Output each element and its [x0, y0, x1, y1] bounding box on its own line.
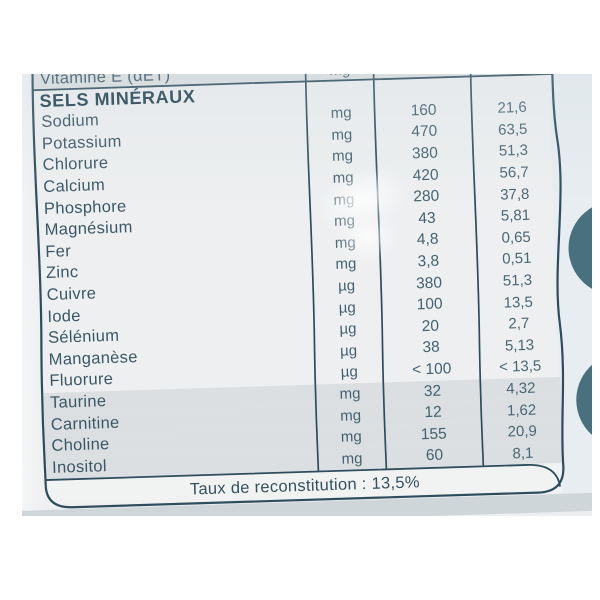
- cell-v1: 4,8: [416, 230, 439, 249]
- cell-unit: mg: [306, 74, 375, 79]
- cell-v2: 13,5: [503, 293, 534, 312]
- cell-unit: mg: [330, 104, 352, 123]
- cell-v2: 2,7: [508, 315, 530, 333]
- cell-v1: 280: [413, 187, 440, 206]
- cell-v1: < 100: [411, 360, 452, 379]
- cell-v2: 37,8: [499, 185, 530, 204]
- cell-v1: 380: [415, 274, 443, 292]
- cell-unit: mg: [331, 126, 353, 144]
- cell-unit: µg: [339, 320, 357, 339]
- cell-unit: µg: [340, 363, 359, 382]
- mineral-table-body: Sodium mg 160 21,6 Potassium mg 470 63,5 Chlorur…: [34, 96, 564, 480]
- cell-unit: µg: [338, 298, 357, 317]
- label-surface: Vitamine E (αET) mg SELS MINÉRAUX Sodium…: [22, 74, 592, 516]
- cell-v2: 21,6: [497, 99, 527, 117]
- cell-unit: mg: [339, 406, 362, 425]
- cell-v1: 43: [418, 209, 436, 228]
- nutrition-label-photo: Vitamine E (αET) mg SELS MINÉRAUX Sodium…: [22, 74, 592, 516]
- cell-v2: 5,81: [500, 207, 531, 225]
- cell-unit: mg: [333, 212, 356, 231]
- cell-v1: 470: [411, 123, 438, 141]
- cell-v2: 51,3: [502, 271, 533, 290]
- cell-v2: 63,5: [497, 120, 528, 139]
- cell-v1: 20: [421, 317, 440, 335]
- cell-unit: mg: [335, 255, 357, 274]
- cell-v2: 20,9: [507, 422, 538, 441]
- cell-v2: 5,13: [504, 336, 535, 355]
- cell-v2: 0,65: [501, 228, 531, 247]
- cell-v2: 1,62: [506, 401, 537, 420]
- cell-unit: mg: [332, 169, 354, 187]
- cell-v2: 51,3: [498, 142, 529, 161]
- cell-v1: 160: [410, 101, 437, 120]
- cell-unit: µg: [337, 277, 356, 295]
- cell-unit: mg: [339, 385, 361, 403]
- cell-unit: mg: [333, 190, 355, 209]
- cell-v1: 12: [424, 403, 442, 422]
- cell-v1: 100: [416, 295, 443, 314]
- cell-unit: mg: [331, 147, 354, 166]
- cell-v2: 4,32: [506, 379, 536, 398]
- cell-v1: 3,8: [417, 252, 440, 271]
- cell-unit: mg: [341, 449, 363, 468]
- reconstitution-note: Taux de reconstitution : 13,5%: [189, 472, 421, 499]
- cell-v1: 32: [423, 382, 442, 400]
- cell-v1: 380: [411, 144, 439, 163]
- cell-unit: mg: [340, 428, 363, 446]
- cell-v2: 56,7: [499, 163, 529, 182]
- cell-v1: 60: [425, 446, 444, 465]
- cell-v1: 155: [420, 425, 447, 443]
- cell-v2: 8,1: [512, 444, 534, 463]
- cell-unit: mg: [334, 234, 356, 252]
- cell-unit: µg: [339, 342, 358, 360]
- cell-v2: 0,51: [501, 250, 532, 269]
- cell-v2: < 13,5: [498, 357, 542, 377]
- cell-v1: 420: [412, 166, 439, 184]
- cell-v1: 38: [422, 338, 440, 357]
